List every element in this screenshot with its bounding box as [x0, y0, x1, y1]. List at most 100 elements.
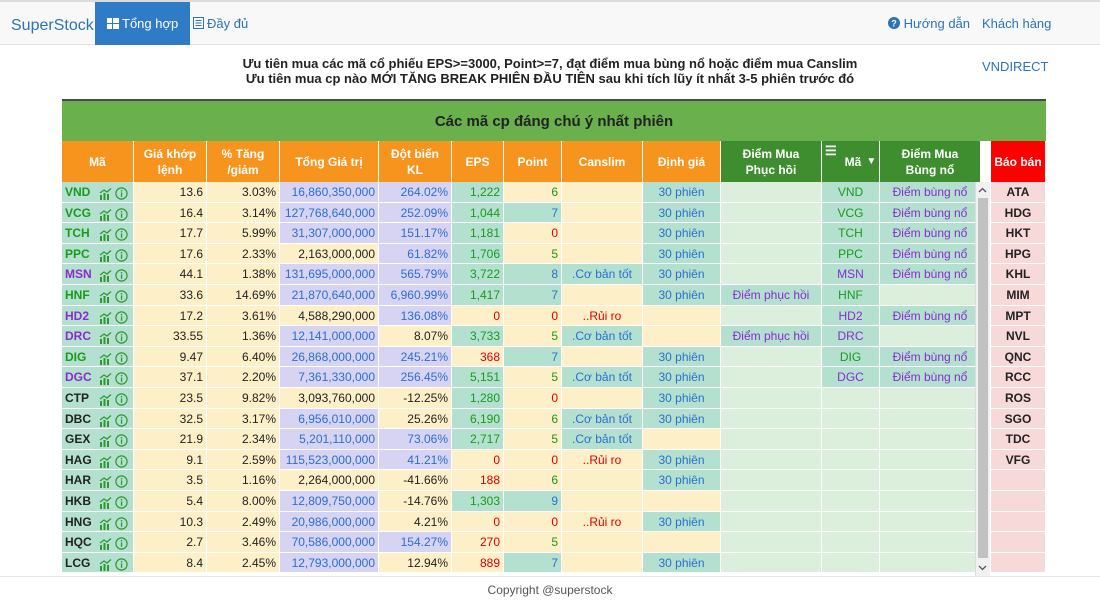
info-icon[interactable] [115, 496, 128, 509]
chart-icon[interactable] [99, 373, 112, 386]
info-icon[interactable] [115, 455, 128, 468]
sell-signal-cell[interactable]: ROS [991, 388, 1046, 409]
symbol-cell[interactable]: CTP [62, 388, 134, 409]
tab-day-du[interactable]: Đầy đủ [181, 2, 260, 45]
table-row[interactable]: GEX 21.9 2.34% 5,201,110,000 73.06% 2,717 5 .Cơ… [62, 429, 1046, 450]
symbol-cell[interactable]: HQC [62, 532, 134, 553]
table-row[interactable]: MSN 44.1 1.38% 131,695,000,000 565.79% 3,722 8… [62, 264, 1046, 285]
sell-signal-cell[interactable]: QNC [991, 346, 1046, 368]
info-icon[interactable] [115, 475, 128, 489]
symbol-cell[interactable]: TCH [62, 223, 134, 244]
symbol-2-cell[interactable]: HNF [822, 285, 880, 306]
symbol-2-cell[interactable] [822, 511, 880, 533]
col-header-tang-giam[interactable]: % Tăng/giảm [207, 141, 280, 182]
col-header-ma[interactable]: Mã [62, 141, 134, 182]
sell-signal-cell[interactable]: SGO [991, 408, 1046, 430]
col-header-diem-mua-bung-no[interactable]: Điểm Mua Bùng nổ [880, 141, 981, 182]
symbol-2-cell[interactable] [822, 388, 880, 409]
symbol-2-cell[interactable]: HD2 [822, 305, 880, 327]
symbol-cell[interactable]: HNF [62, 285, 134, 306]
col-header-tong-gia-tri[interactable]: Tổng Giá trị [280, 141, 379, 182]
info-icon[interactable] [115, 537, 128, 550]
chart-icon[interactable] [99, 414, 112, 427]
chart-icon[interactable] [99, 497, 112, 509]
info-icon[interactable] [115, 228, 128, 241]
table-row[interactable]: HAG 9.1 2.59% 115,523,000,000 41.21% 0 0 ..Rủi … [62, 449, 1046, 471]
chart-icon[interactable] [99, 558, 112, 571]
symbol-cell[interactable]: DIG [62, 346, 134, 368]
tab-tong-hop[interactable]: Tổng hợp [95, 2, 191, 45]
table-scrollbar[interactable] [975, 182, 990, 576]
chart-icon[interactable] [99, 476, 112, 489]
sell-signal-cell[interactable] [991, 470, 1046, 491]
customer-link[interactable]: Khách hàng VNDIRECT [982, 16, 1052, 74]
sell-signal-cell[interactable]: ATA [991, 182, 1046, 203]
sort-down-icon[interactable]: ▼ [866, 155, 877, 167]
scroll-down-icon[interactable] [976, 562, 989, 574]
symbol-2-cell[interactable]: TCH [822, 223, 880, 244]
symbol-2-cell[interactable]: DRC [822, 326, 880, 347]
info-icon[interactable] [115, 352, 128, 365]
col-header-gia-khop[interactable]: Giá khớp lệnh [134, 141, 207, 182]
info-icon[interactable] [115, 249, 128, 262]
chart-icon[interactable] [99, 249, 112, 262]
symbol-cell[interactable]: LCG [62, 552, 134, 574]
info-icon[interactable] [115, 372, 128, 386]
info-icon[interactable] [115, 413, 128, 427]
help-link[interactable]: ? Hướng dẫn [888, 2, 970, 45]
table-row[interactable]: HQC 2.7 3.46% 70,586,000,000 154.27% 270 5 [62, 532, 1046, 553]
symbol-2-cell[interactable]: VCG [822, 202, 880, 224]
sell-signal-cell[interactable]: HPG [991, 243, 1046, 265]
info-icon[interactable] [115, 310, 128, 324]
table-row[interactable]: PPC 17.6 2.33% 2,163,000,000 61.82% 1,706 5 30 … [62, 243, 1046, 265]
sell-signal-cell[interactable] [991, 491, 1046, 512]
col-header-bao-ban[interactable]: Báo bán [991, 141, 1046, 182]
chart-icon[interactable] [99, 229, 112, 242]
chart-icon[interactable] [99, 270, 112, 283]
symbol-2-cell[interactable] [822, 491, 880, 512]
table-row[interactable]: DBC 32.5 3.17% 6,956,010,000 25.26% 6,190 6 .Cơ… [62, 408, 1046, 430]
table-row[interactable]: VCG 16.4 3.14% 127,768,640,000 252.09% 1,044 7… [62, 202, 1046, 224]
symbol-cell[interactable]: MSN [62, 264, 134, 285]
menu-icon[interactable]: ☰ [825, 143, 837, 158]
symbol-2-cell[interactable] [822, 429, 880, 450]
symbol-2-cell[interactable]: DIG [822, 346, 880, 368]
sell-signal-cell[interactable]: HDG [991, 202, 1046, 224]
col-header-dinh-gia[interactable]: Định giá [643, 141, 721, 182]
chart-icon[interactable] [99, 188, 112, 200]
info-icon[interactable] [115, 269, 128, 283]
table-row[interactable]: TCH 17.7 5.99% 31,307,000,000 151.17% 1,181 0 3… [62, 223, 1046, 244]
symbol-cell[interactable]: HNG [62, 511, 134, 533]
chart-icon[interactable] [99, 394, 112, 406]
sell-signal-cell[interactable]: KHL [991, 264, 1046, 285]
symbol-2-cell[interactable]: PPC [822, 243, 880, 265]
sell-signal-cell[interactable]: MPT [991, 305, 1046, 327]
chart-icon[interactable] [99, 311, 112, 324]
sell-signal-cell[interactable] [991, 511, 1046, 533]
symbol-cell[interactable]: GEX [62, 429, 134, 450]
symbol-cell[interactable]: VND [62, 182, 134, 203]
col-header-point[interactable]: Point [504, 141, 562, 182]
scrollbar-thumb[interactable] [978, 198, 988, 558]
table-row[interactable]: HD2 17.2 3.61% 4,588,290,000 136.08% 0 0 ..Rủi … [62, 305, 1046, 327]
symbol-2-cell[interactable] [822, 470, 880, 491]
table-row[interactable]: DGC 37.1 2.20% 7,361,330,000 256.45% 5,151 5 .C… [62, 367, 1046, 388]
chart-icon[interactable] [99, 208, 112, 221]
table-row[interactable]: VND 13.6 3.03% 16,860,350,000 264.02% 1,222 6 3… [62, 182, 1046, 203]
sell-signal-cell[interactable]: VFG [991, 449, 1046, 471]
table-row[interactable]: HNF 33.6 14.69% 21,870,640,000 6,960.99% 1,41… [62, 285, 1046, 306]
col-header-eps[interactable]: EPS [452, 141, 504, 182]
symbol-cell[interactable]: PPC [62, 243, 134, 265]
col-header-dot-bien[interactable]: Đột biến KL [379, 141, 452, 182]
info-icon[interactable] [115, 331, 128, 344]
info-icon[interactable] [115, 558, 128, 571]
info-icon[interactable] [115, 187, 128, 200]
symbol-2-cell[interactable] [822, 552, 880, 574]
table-row[interactable]: HNG 10.3 2.49% 20,986,000,000 4.21% 0 0 ..Rủi r… [62, 511, 1046, 533]
symbol-cell[interactable]: DBC [62, 408, 134, 430]
col-header-diem-mua-phuc-hoi[interactable]: Điểm Mua Phục hồi [721, 141, 822, 182]
table-row[interactable]: LCG 8.4 2.45% 12,793,000,000 12.94% 889 7 30 ph… [62, 552, 1046, 574]
table-row[interactable]: HKB 5.4 8.00% 12,809,750,000 -14.76% 1,303 9 [62, 491, 1046, 512]
symbol-2-cell[interactable]: MSN [822, 264, 880, 285]
chart-icon[interactable] [99, 538, 112, 551]
